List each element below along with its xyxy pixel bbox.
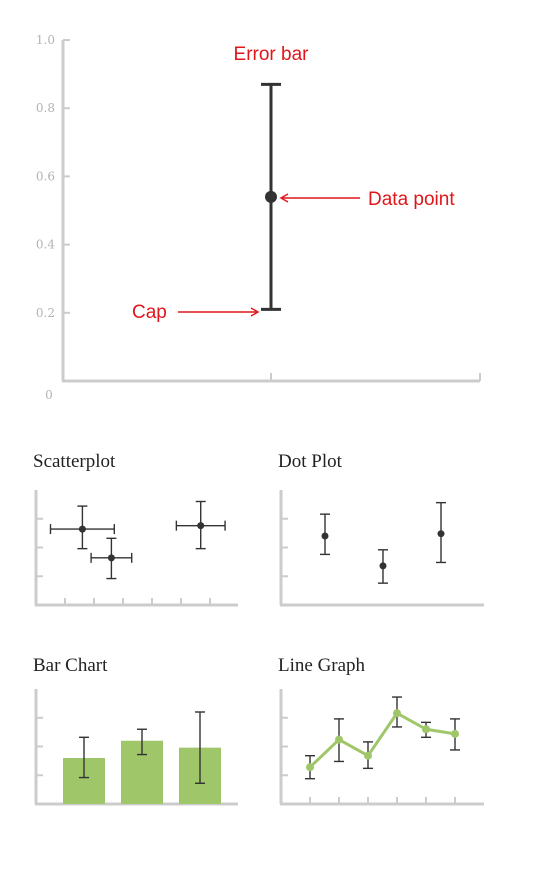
- main-data-point: [265, 190, 277, 203]
- data-point-annotation: Data point: [368, 189, 455, 210]
- scatter-point: [107, 554, 115, 562]
- scatter-point: [78, 525, 86, 533]
- main-chart: 0 0.2 0.4 0.6 0.8 1.0 Error bar Data point Ca…: [36, 33, 481, 402]
- line-point: [364, 751, 372, 760]
- dot-point: [379, 562, 387, 570]
- line-point: [422, 725, 430, 734]
- line-point: [306, 763, 314, 772]
- line-point: [335, 735, 343, 744]
- main-y-tick-label: 1.0: [36, 33, 55, 47]
- main-y-tick-label: 0.4: [36, 238, 55, 252]
- cap-annotation: Cap: [132, 302, 167, 323]
- line-point: [393, 709, 401, 718]
- scatterplot-panel: [34, 490, 238, 607]
- scatter-point: [197, 522, 205, 530]
- main-y-ticks: 0 0.2 0.4 0.6 0.8 1.0: [36, 33, 70, 402]
- dot-plot-panel: [279, 490, 484, 607]
- scatterplot-title: Scatterplot: [33, 451, 116, 472]
- main-error-bar-mark: [261, 82, 281, 311]
- line-point: [451, 729, 459, 738]
- bar-chart-panel: [34, 689, 238, 806]
- dot-point: [321, 532, 329, 540]
- error-bar-annotation: Error bar: [234, 44, 310, 65]
- main-y-tick-label: 0.2: [36, 306, 55, 320]
- dot-plot-title: Dot Plot: [278, 451, 343, 472]
- dot-point: [437, 530, 445, 538]
- line-graph-panel: [279, 689, 484, 806]
- line-graph-title: Line Graph: [278, 655, 366, 676]
- main-y-tick-label: 0.8: [36, 101, 55, 115]
- main-y-tick-label: 0.6: [36, 169, 55, 183]
- line-series: [308, 711, 456, 769]
- bar-chart-title: Bar Chart: [33, 655, 108, 676]
- main-axes: [61, 40, 481, 383]
- main-y-tick-label: 0: [45, 388, 53, 402]
